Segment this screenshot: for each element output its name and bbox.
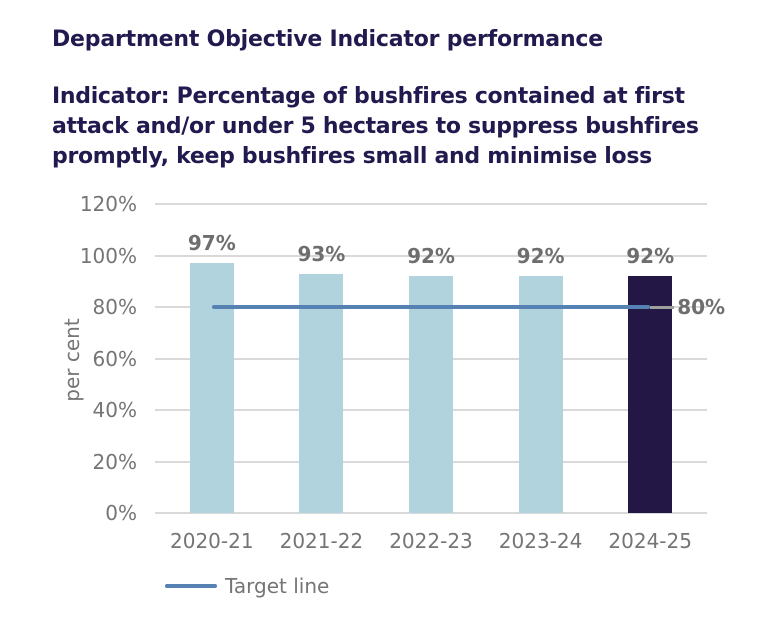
target-value-label: 80% — [677, 295, 726, 320]
y-axis-tick-label-0: 0% — [105, 501, 137, 525]
x-axis-label-2021-22: 2021-22 — [279, 529, 364, 553]
y-axis-tick-label-80: 80% — [92, 295, 137, 320]
y-axis-tick-label-60: 60% — [92, 346, 137, 371]
subtitle-line-3: promptly, keep bushfires small and minim… — [52, 144, 652, 169]
bar-value-label-2021-22: 93% — [297, 241, 346, 266]
target-line-legend-label: Target line — [225, 574, 330, 598]
chart-legend: Target line — [165, 574, 329, 598]
subtitle-line-1: Indicator: Percentage of bushfires conta… — [52, 84, 685, 109]
bar-2021-22 — [299, 273, 344, 513]
x-axis-label-2022-23: 2022-23 — [389, 529, 473, 553]
bar-value-label-2024-25: 92% — [626, 244, 675, 269]
y-axis-title: per cent — [60, 318, 84, 402]
indicator-subtitle: Indicator: Percentage of bushfires conta… — [52, 82, 699, 172]
target-line — [211, 305, 651, 310]
target-label-leader — [650, 305, 675, 309]
x-axis-label-2024-25: 2024-25 — [608, 529, 692, 553]
y-axis-tick-label-20: 20% — [92, 449, 137, 474]
bar-value-label-2022-23: 92% — [407, 244, 455, 269]
bar-2024-25 — [628, 276, 673, 513]
subtitle-line-2: attack and/or under 5 hectares to suppre… — [52, 114, 699, 139]
y-axis-tick-label-120: 120% — [79, 192, 137, 217]
gridline-100 — [155, 254, 707, 257]
page-title: Department Objective Indicator performan… — [52, 27, 603, 52]
bar-2020-21 — [189, 263, 234, 513]
y-axis-tick-label-100: 100% — [79, 243, 137, 268]
bar-value-label-2020-21: 97% — [187, 231, 236, 256]
bar-2022-23 — [409, 276, 453, 513]
target-line-legend-swatch — [165, 584, 217, 588]
bar-2023-24 — [518, 276, 563, 513]
x-axis-label-2023-24: 2023-24 — [498, 529, 583, 553]
x-axis-label-2020-21: 2020-21 — [170, 529, 254, 553]
gridline-120 — [155, 203, 707, 206]
bar-value-label-2023-24: 92% — [516, 244, 565, 269]
gridline-0 — [155, 512, 707, 514]
y-axis-tick-label-40: 40% — [92, 398, 137, 423]
